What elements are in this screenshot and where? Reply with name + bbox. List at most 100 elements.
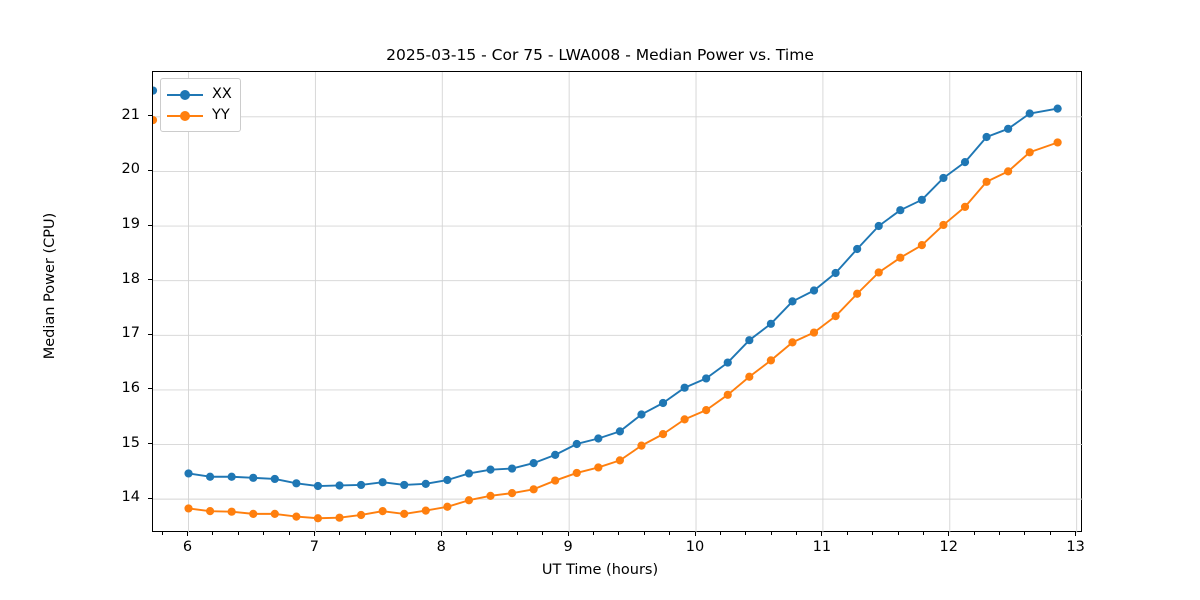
data-point-yy bbox=[205, 507, 215, 516]
data-point-yy bbox=[1004, 167, 1013, 176]
data-point-yy bbox=[464, 496, 474, 505]
data-point-xx bbox=[1053, 104, 1062, 113]
data-point-xx bbox=[249, 473, 258, 482]
data-point-xx bbox=[982, 132, 991, 142]
data-point-yy bbox=[249, 509, 258, 518]
data-point-yy bbox=[1053, 138, 1062, 147]
x-tick-mark-minor bbox=[973, 532, 975, 535]
x-tick-mark-minor bbox=[669, 532, 671, 535]
data-point-yy bbox=[831, 312, 840, 321]
data-point-yy bbox=[443, 502, 452, 511]
data-point-yy bbox=[356, 510, 366, 520]
data-point-xx bbox=[227, 472, 236, 481]
x-tick-mark bbox=[694, 532, 696, 536]
data-point-yy bbox=[702, 406, 711, 415]
data-point-xx bbox=[637, 410, 646, 419]
data-point-yy bbox=[896, 253, 905, 262]
data-point-yy bbox=[874, 268, 883, 277]
x-tick-mark bbox=[821, 532, 823, 536]
data-point-yy bbox=[572, 468, 581, 478]
data-point-xx bbox=[464, 469, 474, 478]
data-point-xx bbox=[205, 472, 215, 481]
x-tick-mark bbox=[313, 532, 315, 536]
x-tick-mark-minor bbox=[1024, 532, 1026, 535]
data-point-xx bbox=[486, 465, 495, 474]
x-tick-label: 6 bbox=[182, 539, 193, 555]
x-tick-mark-minor bbox=[516, 532, 518, 535]
data-point-xx bbox=[809, 286, 819, 295]
data-point-yy bbox=[615, 456, 624, 465]
data-point-xx bbox=[292, 479, 301, 488]
x-tick-mark bbox=[567, 532, 569, 536]
x-tick-mark-minor bbox=[897, 532, 899, 535]
x-tick-label: 12 bbox=[939, 539, 958, 555]
x-tick-mark bbox=[948, 532, 950, 536]
data-point-xx bbox=[723, 358, 732, 367]
chart-legend[interactable]: XX YY bbox=[160, 78, 241, 132]
data-point-xx bbox=[400, 480, 409, 490]
y-tick-mark bbox=[148, 333, 152, 335]
data-point-yy bbox=[313, 514, 323, 523]
data-point-yy bbox=[680, 415, 689, 424]
legend-item-xx[interactable]: XX bbox=[167, 84, 232, 105]
data-point-yy bbox=[227, 507, 236, 516]
x-tick-label: 7 bbox=[309, 539, 319, 555]
data-point-xx bbox=[421, 479, 430, 488]
x-tick-mark-minor bbox=[466, 532, 468, 535]
data-point-yy bbox=[529, 485, 538, 494]
data-point-xx bbox=[874, 221, 883, 231]
chart-title: 2025-03-15 - Cor 75 - LWA008 - Median Po… bbox=[386, 46, 814, 64]
data-point-yy bbox=[745, 372, 754, 381]
x-tick-mark-minor bbox=[796, 532, 798, 535]
data-point-yy bbox=[270, 509, 279, 518]
x-tick-mark-minor bbox=[618, 532, 620, 535]
data-point-xx bbox=[335, 481, 344, 490]
plot-area bbox=[152, 71, 1083, 533]
data-point-xx bbox=[853, 244, 862, 254]
x-tick-mark-minor bbox=[415, 532, 417, 535]
data-point-xx bbox=[766, 319, 775, 328]
x-tick-mark-minor bbox=[1049, 532, 1051, 535]
y-tick-mark bbox=[148, 224, 152, 226]
x-tick-mark-minor bbox=[745, 532, 747, 535]
x-tick-mark-minor bbox=[593, 532, 595, 535]
data-point-xx bbox=[153, 86, 158, 95]
x-tick-mark-minor bbox=[288, 532, 290, 535]
x-tick-mark-minor bbox=[237, 532, 239, 535]
y-tick-label: 16 bbox=[121, 379, 140, 396]
y-tick-mark bbox=[148, 388, 152, 390]
x-tick-label: 9 bbox=[563, 539, 573, 555]
data-point-yy bbox=[809, 328, 819, 337]
data-point-xx bbox=[594, 434, 603, 443]
gridlines bbox=[153, 72, 1083, 533]
y-axis-label: Median Power (CPU) bbox=[42, 212, 58, 360]
data-point-xx bbox=[551, 450, 560, 459]
x-tick-label: 13 bbox=[1066, 539, 1085, 555]
legend-item-yy[interactable]: YY bbox=[167, 105, 232, 126]
x-tick-mark-minor bbox=[390, 532, 392, 535]
data-point-xx bbox=[443, 475, 452, 485]
data-point-xx bbox=[788, 297, 797, 306]
data-point-yy bbox=[551, 476, 560, 485]
x-axis-label: UT Time (hours) bbox=[541, 562, 659, 578]
y-tick-label: 19 bbox=[121, 216, 140, 233]
data-point-xx bbox=[615, 427, 624, 436]
x-tick-mark-minor bbox=[999, 532, 1001, 535]
legend-swatch-xx-icon bbox=[167, 88, 203, 102]
data-point-xx bbox=[184, 469, 193, 478]
series-lines bbox=[153, 86, 1062, 523]
data-point-yy bbox=[788, 338, 797, 347]
data-point-yy bbox=[982, 177, 991, 186]
y-tick-mark bbox=[148, 169, 152, 171]
data-point-xx bbox=[831, 268, 840, 278]
data-point-yy bbox=[594, 463, 603, 472]
y-tick-mark bbox=[148, 279, 152, 281]
x-tick-label: 8 bbox=[436, 539, 446, 555]
data-point-xx bbox=[356, 480, 366, 490]
data-point-yy bbox=[637, 441, 646, 450]
y-tick-label: 15 bbox=[121, 434, 140, 451]
data-point-yy bbox=[292, 512, 301, 521]
data-point-xx bbox=[960, 158, 970, 167]
x-tick-mark-minor bbox=[643, 532, 645, 535]
